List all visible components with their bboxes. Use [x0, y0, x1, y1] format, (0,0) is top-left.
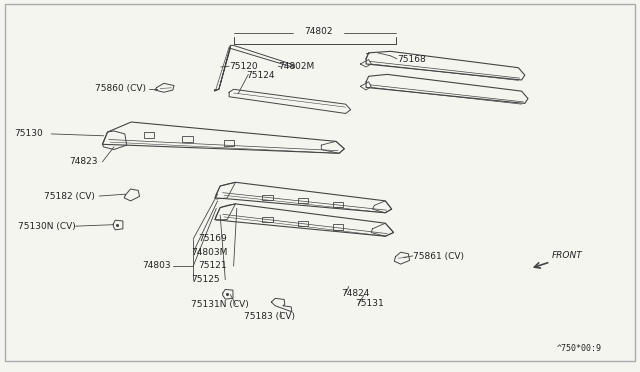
Text: 75130: 75130	[14, 129, 43, 138]
Bar	[262, 217, 273, 222]
Text: 75861 (CV): 75861 (CV)	[413, 252, 464, 261]
Text: 74803M: 74803M	[191, 248, 227, 257]
Text: 75120: 75120	[229, 62, 258, 71]
Bar	[333, 224, 343, 230]
Bar	[144, 132, 154, 138]
Bar	[224, 140, 234, 146]
Text: 75168: 75168	[397, 55, 426, 64]
Bar	[298, 198, 308, 203]
Bar	[182, 136, 193, 142]
Text: FRONT: FRONT	[552, 251, 582, 260]
Bar	[298, 221, 308, 226]
Text: 75130N (CV): 75130N (CV)	[18, 222, 76, 231]
Text: 75121: 75121	[198, 262, 227, 270]
Text: 75125: 75125	[191, 275, 220, 284]
Text: 75131: 75131	[355, 299, 384, 308]
Text: 75131N (CV): 75131N (CV)	[191, 300, 248, 309]
Text: 74802M: 74802M	[278, 62, 315, 71]
Text: 74824: 74824	[341, 289, 369, 298]
Bar	[333, 202, 343, 207]
Bar	[262, 195, 273, 200]
Text: 75860 (CV): 75860 (CV)	[95, 84, 146, 93]
Text: 75169: 75169	[198, 234, 227, 243]
Text: 75183 (CV): 75183 (CV)	[244, 312, 296, 321]
Text: 75182 (CV): 75182 (CV)	[44, 192, 94, 201]
Text: 74803: 74803	[142, 262, 171, 270]
Text: ^750*00:9: ^750*00:9	[557, 344, 602, 353]
Text: 75124: 75124	[246, 71, 275, 80]
Text: 74823: 74823	[69, 157, 98, 166]
Text: 74802: 74802	[305, 27, 333, 36]
